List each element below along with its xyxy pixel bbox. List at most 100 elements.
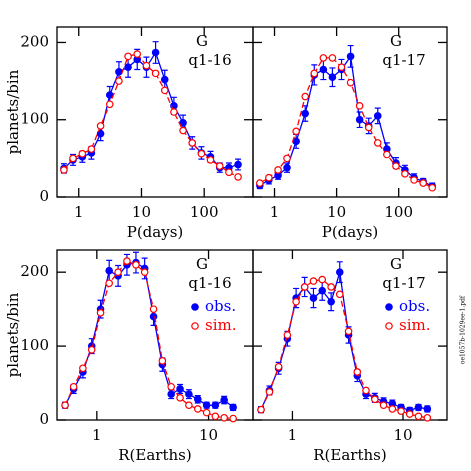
- x-tick-label: 1: [92, 426, 102, 444]
- x-tick-label: 10: [393, 426, 412, 444]
- data-point: [133, 50, 142, 58]
- data-point: [355, 115, 364, 124]
- x-tick-label: 1: [288, 426, 298, 444]
- y-axis-label: planets/bin: [4, 69, 22, 154]
- data-point: [379, 401, 388, 410]
- y-tick-label: 100: [20, 110, 49, 128]
- data-point: [423, 413, 432, 422]
- data-point: [61, 401, 69, 410]
- data-point: [160, 86, 169, 95]
- data-point: [105, 100, 114, 109]
- data-point: [414, 412, 423, 421]
- data-point: [346, 78, 355, 87]
- annotation: G: [196, 255, 208, 273]
- legend-marker: [191, 303, 199, 311]
- data-point: [220, 413, 228, 422]
- data-point: [274, 166, 282, 174]
- data-point: [283, 163, 291, 172]
- data-point: [151, 69, 160, 78]
- data-point: [211, 412, 220, 421]
- data-point: [124, 52, 132, 61]
- data-point: [423, 405, 432, 413]
- y-tick-label: 200: [20, 262, 49, 280]
- data-point: [197, 149, 206, 158]
- data-point: [229, 414, 237, 423]
- data-point: [301, 109, 310, 118]
- data-point: [388, 405, 397, 413]
- data-point: [167, 390, 175, 398]
- data-point: [69, 382, 78, 391]
- data-point: [211, 401, 220, 410]
- data-point: [337, 63, 346, 71]
- data-point: [327, 283, 335, 291]
- data-point: [414, 403, 423, 412]
- data-point: [176, 385, 184, 393]
- data-point: [234, 160, 242, 169]
- annotation: q1-17: [382, 51, 425, 69]
- data-point: [392, 162, 400, 170]
- data-point: [124, 63, 132, 71]
- data-point: [115, 77, 123, 85]
- x-axis-label: R(Earths): [118, 446, 191, 464]
- x-tick-label: 100: [384, 203, 413, 221]
- y-axis-label: planets/bin: [4, 292, 22, 377]
- data-point: [310, 69, 319, 78]
- x-tick-label: 10: [327, 203, 346, 221]
- data-point: [149, 305, 158, 313]
- data-point: [132, 260, 140, 269]
- x-tick-label: 1: [270, 203, 280, 221]
- data-point: [319, 54, 328, 62]
- data-point: [346, 52, 355, 61]
- data-point: [206, 156, 215, 164]
- data-point: [328, 73, 337, 82]
- data-point: [69, 154, 77, 163]
- data-point: [283, 154, 291, 163]
- annotation: q1-16: [188, 51, 231, 69]
- data-point: [265, 173, 273, 182]
- data-point: [397, 407, 405, 415]
- data-point: [301, 92, 310, 101]
- data-point: [319, 65, 328, 74]
- data-point: [428, 183, 437, 192]
- data-point: [318, 286, 327, 295]
- plot-frame: [252, 249, 448, 421]
- data-point: [193, 395, 202, 404]
- x-axis-label: P(days): [322, 223, 379, 241]
- data-point: [274, 362, 283, 371]
- data-point: [193, 405, 202, 413]
- data-point: [292, 297, 300, 306]
- legend-label: sim.: [399, 316, 431, 334]
- legend-marker: [385, 303, 393, 311]
- x-tick-label: 1: [74, 203, 84, 221]
- data-point: [318, 275, 327, 284]
- side-note: oe1057b-1029ee-1.pdf: [460, 295, 467, 364]
- data-point: [335, 268, 344, 276]
- x-tick-label: 10: [132, 203, 151, 221]
- data-point: [96, 122, 105, 130]
- data-point: [229, 403, 237, 412]
- data-point: [327, 297, 335, 306]
- annotation: q1-17: [382, 274, 425, 292]
- data-point: [170, 108, 178, 116]
- data-point: [344, 327, 353, 336]
- y-tick-label: 0: [39, 187, 49, 205]
- data-point: [215, 162, 224, 170]
- data-point: [353, 368, 362, 376]
- data-point: [142, 61, 151, 70]
- x-tick-label: 100: [190, 203, 219, 221]
- data-point: [292, 127, 300, 136]
- data-point: [373, 112, 382, 120]
- data-point: [79, 364, 87, 373]
- data-point: [300, 283, 309, 291]
- annotation: G: [390, 255, 402, 273]
- data-point: [158, 357, 167, 365]
- data-point: [188, 139, 197, 147]
- data-point: [87, 145, 96, 153]
- data-point: [309, 294, 318, 302]
- data-point: [265, 388, 274, 396]
- annotation: q1-16: [188, 274, 231, 292]
- data-point: [256, 179, 264, 187]
- y-tick-label: 0: [39, 410, 49, 428]
- data-point: [419, 179, 427, 187]
